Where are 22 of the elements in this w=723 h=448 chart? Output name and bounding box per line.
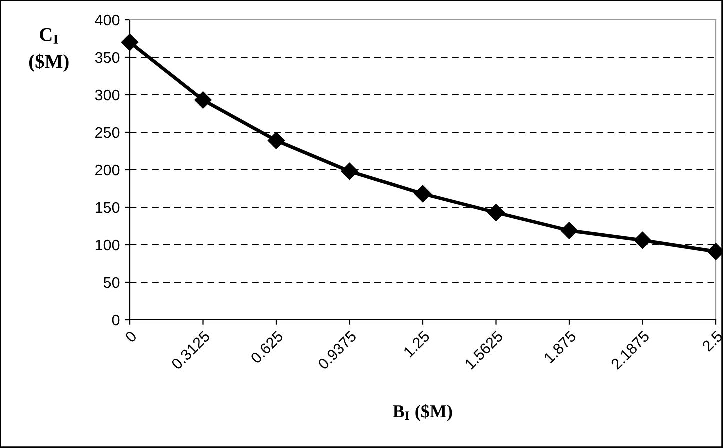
y-tick-label: 400 [95, 14, 120, 26]
point [268, 132, 286, 150]
y-axis-title: C$_{I}$ ($M) [29, 28, 69, 72]
x-axis-title: B$_{I}$ ($M) [393, 404, 452, 422]
point [634, 232, 652, 250]
point [560, 222, 578, 240]
y-tick-label: 100 [96, 240, 120, 251]
y-tick-label: 250 [96, 127, 120, 138]
x-tick-label: 2.5 [702, 330, 723, 352]
x-tick-label: 0 [124, 330, 138, 344]
point [121, 34, 139, 52]
point [488, 204, 505, 222]
point [194, 92, 212, 109]
y-tick-label: 350 [95, 52, 120, 64]
point [707, 243, 723, 260]
point [414, 185, 432, 203]
y-tick-label: 150 [96, 202, 120, 214]
y-tick-label: 200 [96, 164, 120, 176]
y-tick-label: 50 [104, 277, 120, 288]
point [341, 162, 358, 180]
y-tick-label: 300 [95, 90, 120, 101]
y-tick-label: 0 [112, 314, 120, 326]
